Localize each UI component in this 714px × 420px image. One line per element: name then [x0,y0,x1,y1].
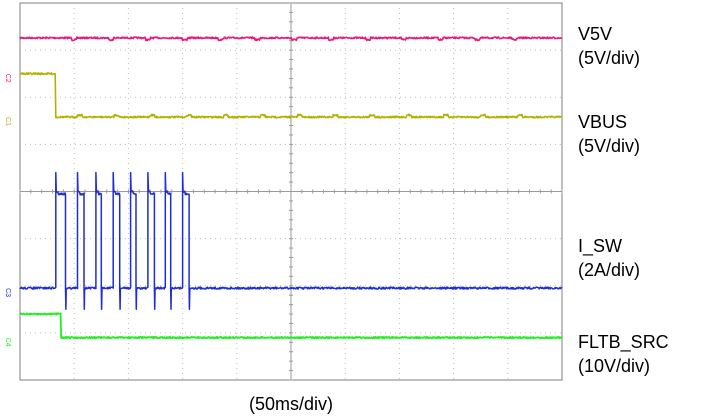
fltb-scale: (10V/div) [578,356,651,376]
x-axis-label: (50ms/div) [248,394,333,414]
isw-scale: (2A/div) [578,260,641,280]
channel-marker: C1 [4,117,11,126]
fltb-trace [19,312,563,340]
channel-marker: C3 [4,288,11,297]
isw-name: I_SW [578,236,623,256]
vbus-trace [19,72,563,119]
v5v-label: V5V (5V/div) [578,22,640,70]
channel-marker: C4 [4,338,11,347]
vbus-scale: (5V/div) [578,136,641,156]
v5v-trace [19,36,563,42]
fltb-label: FLTB_SRC (10V/div) [578,330,669,378]
channel-marker: C2 [4,74,11,83]
isw-trace [19,171,563,311]
v5v-name: V5V [578,24,613,44]
vbus-name: VBUS [578,112,628,132]
fltb-name: FLTB_SRC [578,332,669,352]
isw-label: I_SW (2A/div) [578,234,640,282]
vbus-label: VBUS (5V/div) [578,110,640,158]
v5v-scale: (5V/div) [578,48,641,68]
